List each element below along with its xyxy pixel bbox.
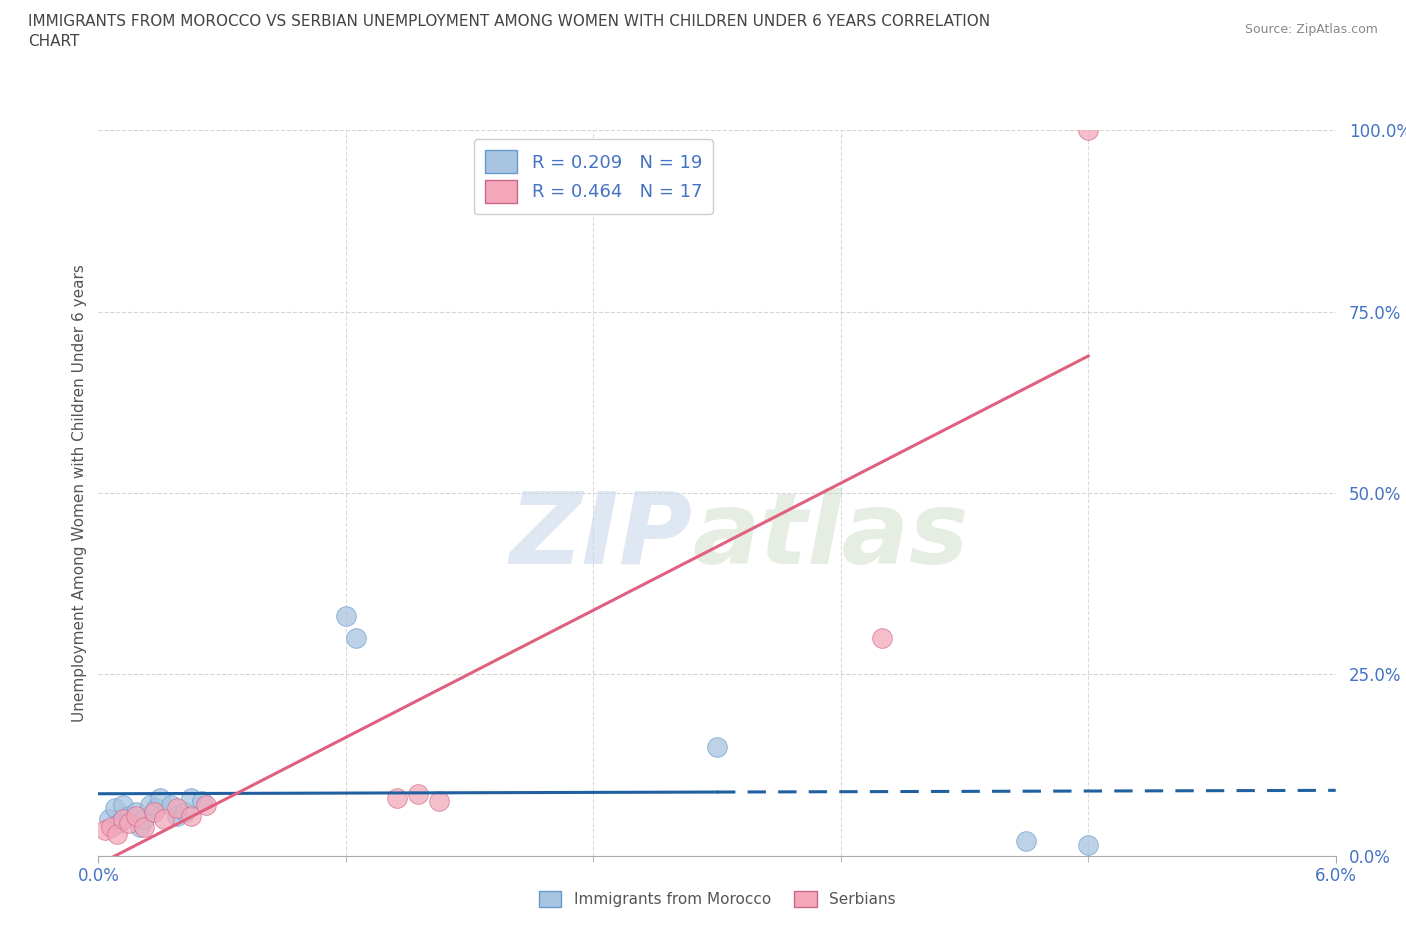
Point (143, 804, 166, 819)
Point (427, 794, 450, 809)
Point (149, 790, 172, 805)
Point (406, 787, 429, 802)
Text: CHART: CHART (28, 34, 80, 49)
Point (344, 631, 367, 645)
Point (174, 804, 197, 819)
Point (108, 816, 131, 830)
Point (166, 801, 188, 816)
Point (870, 631, 893, 645)
Point (132, 819, 155, 834)
Point (145, 801, 167, 816)
Point (1015, 833, 1038, 848)
Point (132, 812, 155, 827)
Point (180, 790, 202, 805)
Text: IMMIGRANTS FROM MOROCCO VS SERBIAN UNEMPLOYMENT AMONG WOMEN WITH CHILDREN UNDER : IMMIGRANTS FROM MOROCCO VS SERBIAN UNEMP… (28, 14, 990, 29)
Point (706, 739, 728, 754)
Point (159, 797, 181, 812)
Point (118, 816, 141, 830)
Point (100, 819, 122, 834)
Text: Source: ZipAtlas.com: Source: ZipAtlas.com (1244, 23, 1378, 36)
Point (118, 808, 141, 823)
Text: atlas: atlas (692, 488, 969, 585)
Point (104, 801, 127, 816)
Point (335, 609, 357, 624)
Point (112, 797, 135, 812)
Point (194, 797, 217, 812)
Point (180, 808, 202, 823)
Point (128, 819, 150, 834)
Point (112, 812, 135, 827)
Point (153, 812, 176, 827)
Point (124, 808, 146, 823)
Point (1077, 837, 1099, 852)
Point (139, 797, 162, 812)
Legend: Immigrants from Morocco, Serbians: Immigrants from Morocco, Serbians (533, 885, 901, 913)
Point (166, 808, 188, 823)
Point (190, 794, 212, 809)
Point (124, 804, 146, 819)
Point (1077, 123, 1099, 138)
Point (387, 790, 409, 805)
Text: ZIP: ZIP (509, 488, 692, 585)
Point (105, 827, 128, 842)
Point (93, 823, 115, 838)
Y-axis label: Unemployment Among Women with Children Under 6 years: Unemployment Among Women with Children U… (72, 264, 87, 722)
Point (97, 812, 120, 827)
